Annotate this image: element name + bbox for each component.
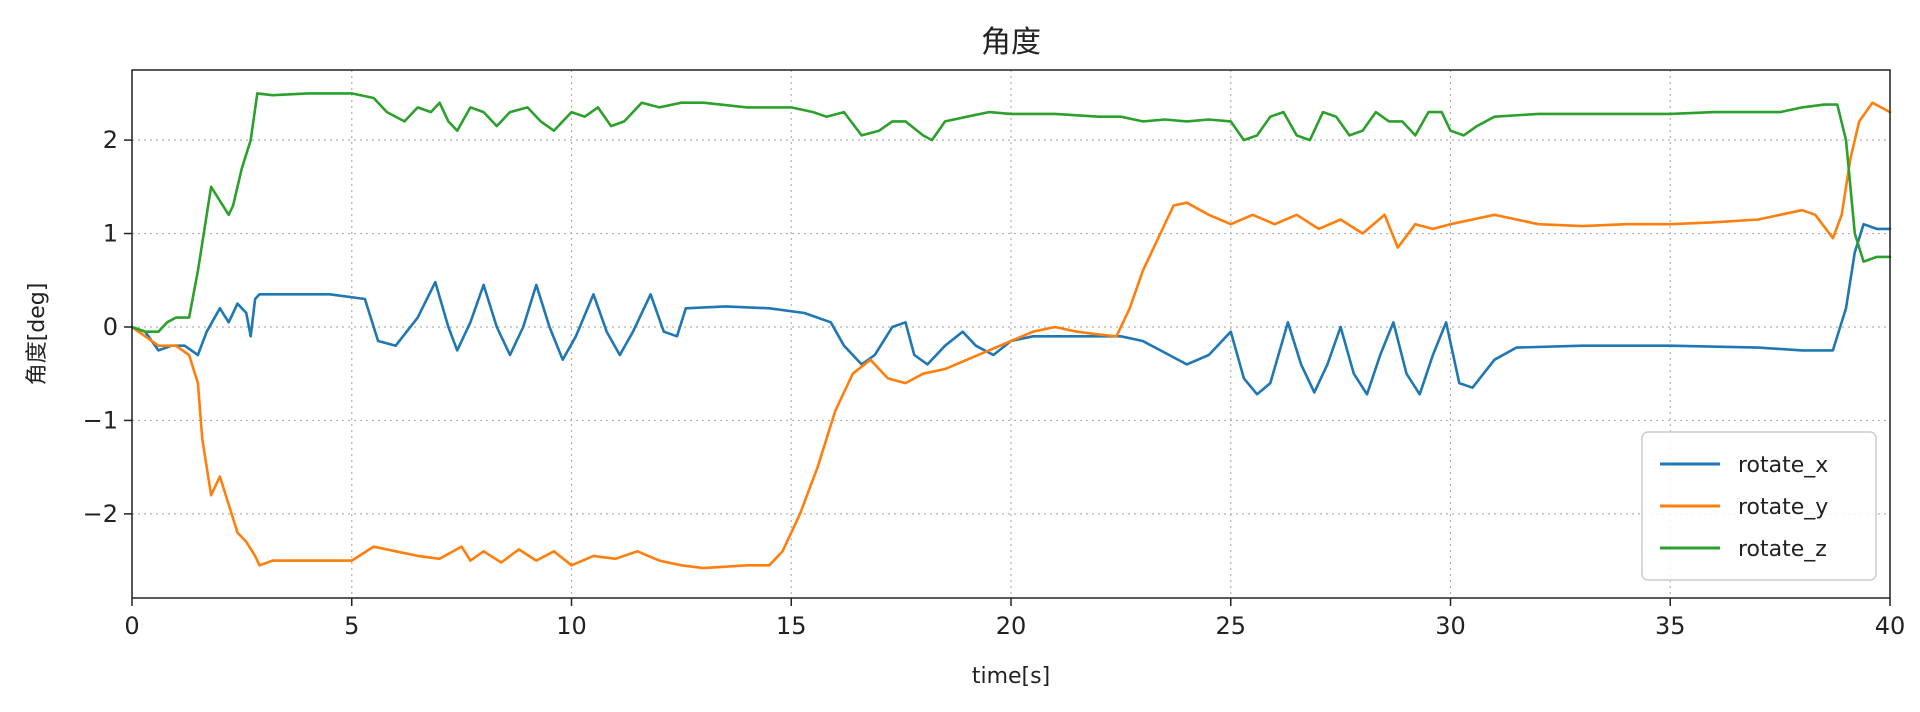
- y-tick-label: 0: [103, 313, 118, 341]
- series-line-rotate-z: [130, 92, 1892, 333]
- x-tick-label: 20: [996, 612, 1027, 640]
- y-tick-label: −1: [83, 406, 118, 434]
- x-tick-label: 15: [776, 612, 807, 640]
- x-tick-label: 30: [1435, 612, 1466, 640]
- series-line-rotate-x: [130, 222, 1892, 396]
- x-tick-label: 40: [1875, 612, 1906, 640]
- y-tick-label: 1: [103, 220, 118, 248]
- legend-label: rotate_y: [1738, 495, 1828, 520]
- legend-label: rotate_x: [1738, 453, 1828, 478]
- legend: rotate_x rotate_y rotate_z: [1641, 431, 1877, 581]
- legend-box: [1641, 431, 1877, 581]
- x-axis-label: time[s]: [972, 664, 1050, 689]
- x-tick-label: 5: [344, 612, 359, 640]
- series-layer: [130, 92, 1892, 570]
- x-tick-label: 0: [124, 612, 139, 640]
- x-tick-label: 35: [1655, 612, 1686, 640]
- x-tick-label: 10: [556, 612, 587, 640]
- y-tick-label: −2: [83, 500, 118, 528]
- y-tick-label: 2: [103, 126, 118, 154]
- legend-items: rotate_x rotate_y rotate_z: [1660, 453, 1828, 562]
- x-tick-label: 25: [1215, 612, 1246, 640]
- chart-title: 角度: [981, 25, 1041, 60]
- legend-label: rotate_z: [1738, 537, 1827, 562]
- y-axis-label: 角度[deg]: [25, 283, 50, 386]
- series-line-rotate-y: [130, 101, 1892, 570]
